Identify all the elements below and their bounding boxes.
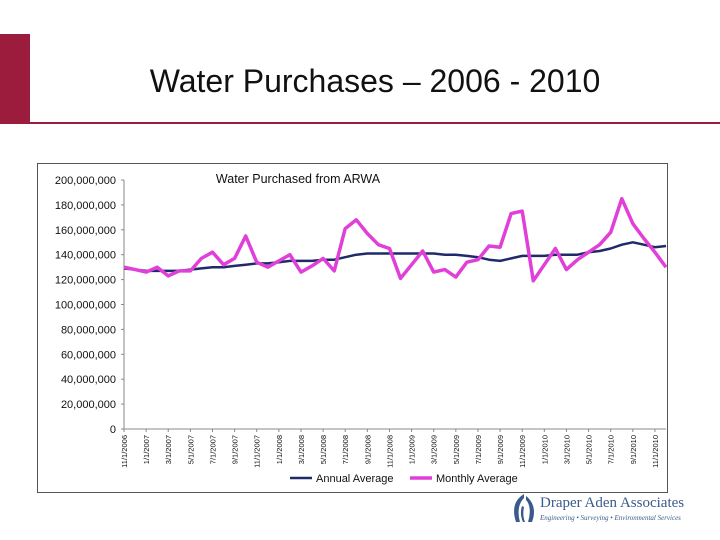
x-tick-label: 3/1/2007 bbox=[164, 435, 173, 464]
x-tick-label: 5/1/2008 bbox=[319, 435, 328, 464]
x-tick-label: 9/1/2010 bbox=[629, 435, 638, 464]
series-line-monthly-average bbox=[123, 196, 667, 283]
y-tick-label: 180,000,000 bbox=[55, 200, 116, 212]
y-tick-label: 40,000,000 bbox=[61, 374, 116, 386]
y-tick-label: 140,000,000 bbox=[55, 250, 116, 262]
x-tick-label: 1/1/2009 bbox=[408, 435, 417, 464]
x-tick-label: 11/1/2006 bbox=[120, 435, 129, 468]
legend-label-annual-average: Annual Average bbox=[316, 473, 393, 485]
x-tick-label: 7/1/2009 bbox=[474, 435, 483, 464]
x-tick-label: 11/1/2010 bbox=[651, 435, 660, 468]
y-tick-label: 20,000,000 bbox=[61, 399, 116, 411]
x-tick-label: 3/1/2008 bbox=[297, 435, 306, 464]
line-chart: 0 20,000,000 40,000,000 60,000,000 80,000,00… bbox=[55, 171, 667, 485]
logo-mark-icon bbox=[514, 494, 534, 522]
x-tick-label: 3/1/2010 bbox=[562, 435, 571, 464]
company-name: Draper Aden Associates bbox=[540, 495, 685, 511]
title-box: Water Purchases – 2006 - 2010 bbox=[30, 34, 720, 122]
x-tick-label: 7/1/2007 bbox=[208, 435, 217, 464]
y-tick-label: 60,000,000 bbox=[61, 349, 116, 361]
x-tick-label: 5/1/2010 bbox=[585, 435, 594, 464]
slide-title: Water Purchases – 2006 - 2010 bbox=[149, 62, 601, 99]
x-tick-label: 9/1/2007 bbox=[231, 435, 240, 464]
y-tick-label: 200,000,000 bbox=[55, 175, 116, 187]
y-tick-label: 160,000,000 bbox=[55, 225, 116, 237]
x-tick-label: 11/1/2009 bbox=[518, 435, 527, 468]
y-tick-label: 120,000,000 bbox=[55, 275, 116, 287]
x-tick-label: 7/1/2008 bbox=[341, 435, 350, 464]
y-tick-label: 80,000,000 bbox=[61, 324, 116, 336]
x-tick-label: 11/1/2008 bbox=[385, 435, 394, 468]
x-tick-label: 9/1/2009 bbox=[496, 435, 505, 464]
x-tick-label: 5/1/2007 bbox=[186, 435, 195, 464]
x-tick-label: 11/1/2007 bbox=[253, 435, 262, 468]
legend-label-monthly-average: Monthly Average bbox=[436, 473, 518, 485]
company-tagline: Engineering • Surveying • Environmental … bbox=[540, 514, 681, 522]
x-tick-label: 7/1/2010 bbox=[607, 435, 616, 464]
y-tick-label: 0 bbox=[110, 424, 116, 436]
chart-frame: 0 20,000,000 40,000,000 60,000,000 80,000,00… bbox=[37, 163, 668, 493]
chart-title: Water Purchased from ARWA bbox=[216, 172, 381, 186]
x-tick-label: 3/1/2009 bbox=[430, 435, 439, 464]
y-tick-label: 100,000,000 bbox=[55, 300, 116, 312]
x-tick-label: 1/1/2008 bbox=[275, 435, 284, 464]
chart-title-bg bbox=[200, 171, 396, 187]
x-tick-label: 1/1/2007 bbox=[142, 435, 151, 464]
series-line-annual-average bbox=[123, 241, 667, 273]
x-tick-label: 1/1/2010 bbox=[540, 435, 549, 464]
company-logo: Draper Aden Associates Engineering • Sur… bbox=[510, 492, 710, 532]
x-tick-label: 9/1/2008 bbox=[363, 435, 372, 464]
x-tick-label: 5/1/2009 bbox=[452, 435, 461, 464]
